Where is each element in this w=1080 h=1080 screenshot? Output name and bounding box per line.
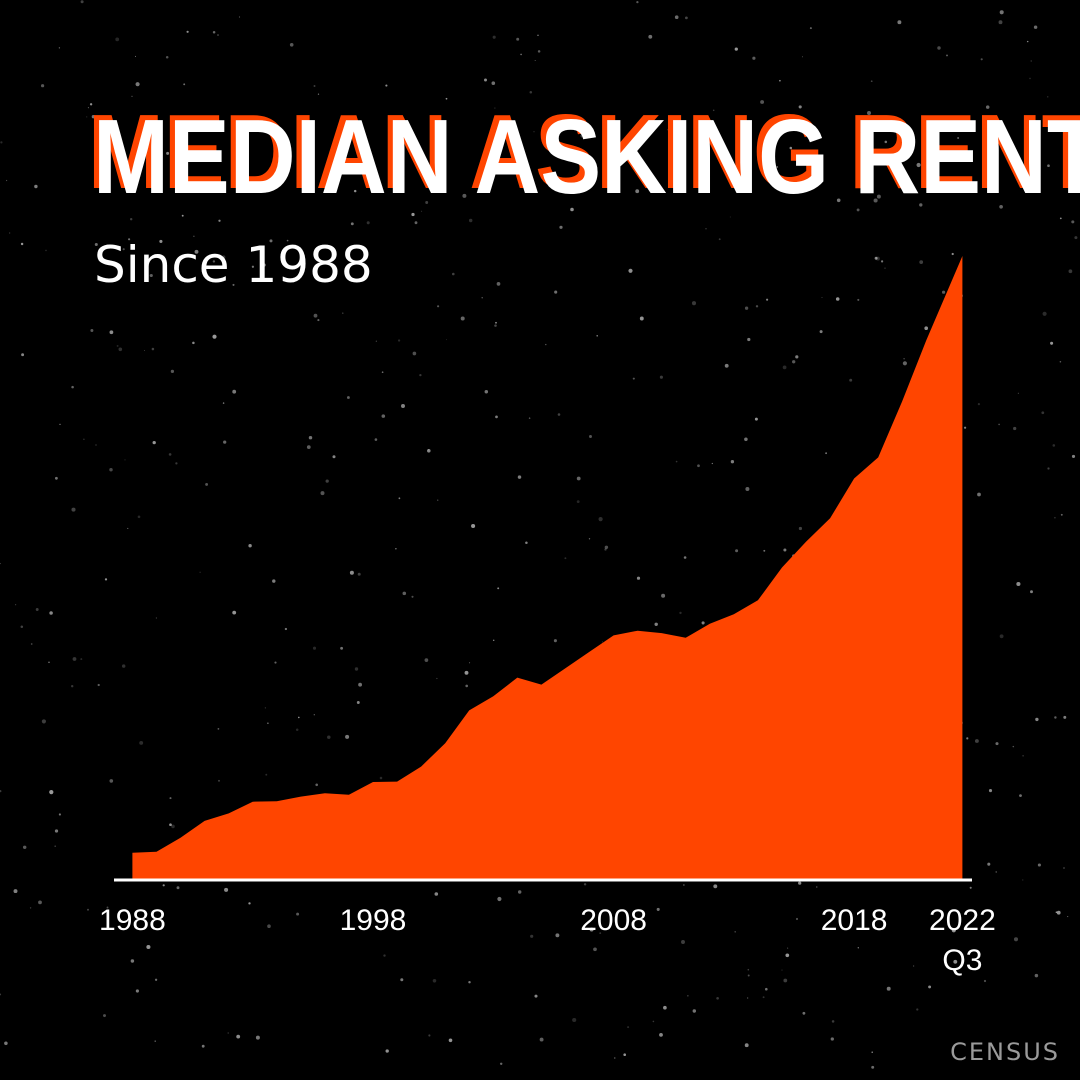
x-tick-label: 1998 <box>340 904 407 937</box>
x-tick-label: 2022 <box>929 904 996 937</box>
x-tick-label: 1988 <box>99 904 166 937</box>
chart-title: MEDIAN ASKING RENT <box>93 98 1080 216</box>
x-tick-label: 2018 <box>821 904 888 937</box>
x-tick-label: 2008 <box>580 904 647 937</box>
chart-subtitle: Since 1988 <box>94 236 373 294</box>
x-tick-sublabel: Q3 <box>942 944 982 977</box>
x-axis-tick-labels: 1988 1998 2008 2018 2022 Q3 <box>99 904 996 977</box>
source-credit: CENSUS <box>950 1038 1060 1066</box>
rent-area <box>132 256 963 879</box>
